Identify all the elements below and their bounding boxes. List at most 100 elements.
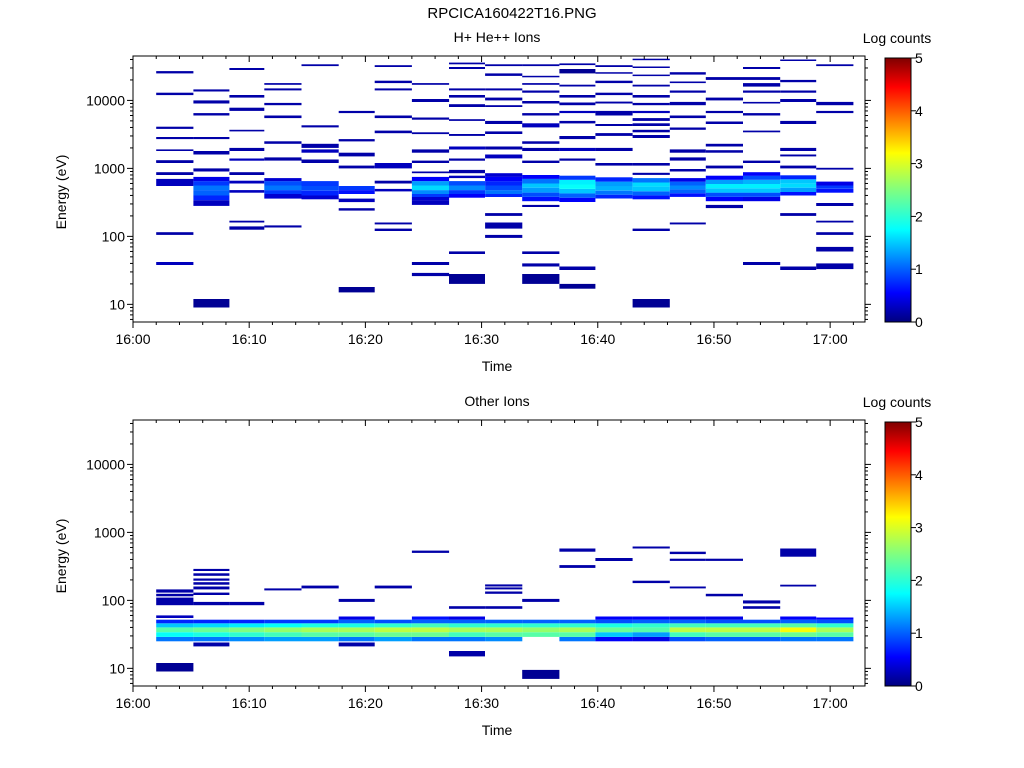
heatmap-cell [449,146,485,150]
heatmap-cell [411,550,450,553]
heatmap-cell [669,222,706,225]
heatmap-cell [705,632,743,637]
heatmap-cell [485,190,523,194]
heatmap-cell [743,188,781,193]
heatmap-cell [595,636,633,642]
heatmap-cell [669,619,706,624]
heatmap-cell [522,75,560,78]
heatmap-cell [816,632,854,637]
heatmap-cell [780,183,817,188]
heatmap-cell [229,95,265,98]
heatmap-cell [780,548,817,557]
heatmap-cell [705,188,743,193]
panel-title: H+ He++ Ions [454,29,541,45]
heatmap-cell [485,606,523,609]
heatmap-cell [156,71,194,74]
heatmap-cell [595,124,633,126]
colorbar [884,57,912,323]
heatmap-cell [449,632,485,637]
heatmap-cell [338,152,375,157]
heatmap-cell [485,234,523,238]
heatmap-cell [559,266,596,270]
heatmap-cell [193,113,230,116]
heatmap-cell [705,616,743,620]
heatmap-cell [411,83,450,85]
y-tick-label: 10000 [86,92,125,108]
heatmap-cell [229,107,265,111]
heatmap-cell [449,619,485,624]
heatmap-cell [411,200,450,205]
heatmap-cell [559,565,596,568]
heatmap-cell [595,616,633,620]
heatmap-cell [264,157,302,161]
heatmap-cell [301,627,339,633]
heatmap-cell [264,181,302,186]
heatmap-cell [743,192,781,197]
heatmap-cell [156,593,194,597]
heatmap-cell [156,178,194,186]
heatmap-cell [229,180,265,184]
panel-title: Other Ions [464,393,529,409]
heatmap-cell [374,585,412,589]
heatmap-cell [193,568,230,571]
heatmap-cell [411,616,450,620]
heatmap-cell [705,623,743,628]
y-axis: 10 100 1000 10000 [86,422,871,684]
heatmap-cell [743,632,781,637]
heatmap-cell [632,58,670,61]
heatmap-cell [522,204,560,207]
heatmap-cell [522,619,560,624]
heatmap-cell [229,226,265,230]
heatmap-cell [264,83,302,85]
heatmap-cell [485,627,523,633]
heatmap-cell [559,102,596,106]
colorbar-tick-label: 0 [915,314,923,330]
heatmap-cell [338,619,375,624]
heatmap-cell [743,619,781,624]
heatmap-cell [595,177,633,182]
heatmap-cell [374,65,412,67]
heatmap-cell [595,190,633,195]
heatmap-cell [485,632,523,637]
heatmap-cell [780,79,817,83]
heatmap-cell [780,175,817,180]
heatmap-cell [669,616,706,620]
heatmap-cell [816,64,854,67]
heatmap-cell [632,627,670,633]
heatmap-cell [338,186,375,190]
heatmap-cell [264,623,302,628]
heatmap-cell [780,636,817,642]
plot-frame [132,419,866,687]
heatmap-cell [816,185,854,189]
heatmap-cell [559,120,596,124]
heatmap-cell [705,165,743,169]
heatmap-cell [449,616,485,620]
heatmap-cell [449,606,485,609]
x-axis: 16:00 16:10 16:20 16:30 16:40 16:50 17:00 [115,56,854,347]
heatmap-cell [193,623,230,628]
heatmap-cell [449,190,485,194]
heatmap-cell [193,181,230,186]
heatmap-cell [485,584,523,587]
heatmap-cell [705,184,743,189]
heatmap-cell [229,636,265,642]
heatmap-cell [485,636,523,642]
heatmap-cell [559,69,596,74]
heatmap-cell [632,616,670,620]
x-tick-label: 16:10 [232,331,267,347]
heatmap-cell [193,200,230,206]
heatmap-cell [156,627,194,633]
heatmap-cell [816,619,854,624]
heatmap-cell [669,157,706,161]
panel-h-he-ions: H+ He++ Ions 16:00 16:10 16:20 16:30 16:40 16… [53,29,931,374]
heatmap-cell [338,627,375,633]
heatmap-cell [411,623,450,628]
heatmap-cell [743,623,781,628]
heatmap-cell [743,175,781,180]
heatmap-cell [229,619,265,624]
heatmap-cell [485,146,523,150]
heatmap-cell [374,228,412,231]
heatmap-cells [156,546,854,679]
heatmap-cell [338,636,375,642]
heatmap-cell [193,582,230,585]
